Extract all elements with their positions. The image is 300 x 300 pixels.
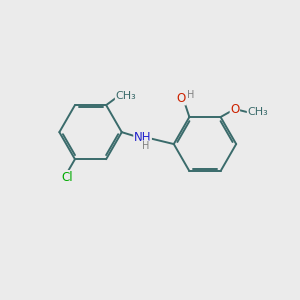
Text: O: O	[230, 103, 239, 116]
Text: NH: NH	[134, 131, 151, 144]
Text: Cl: Cl	[61, 170, 73, 184]
Text: CH₃: CH₃	[116, 91, 136, 100]
Text: CH₃: CH₃	[248, 107, 268, 117]
Text: O: O	[177, 92, 186, 105]
Text: H: H	[187, 90, 194, 100]
Text: H: H	[142, 141, 149, 151]
